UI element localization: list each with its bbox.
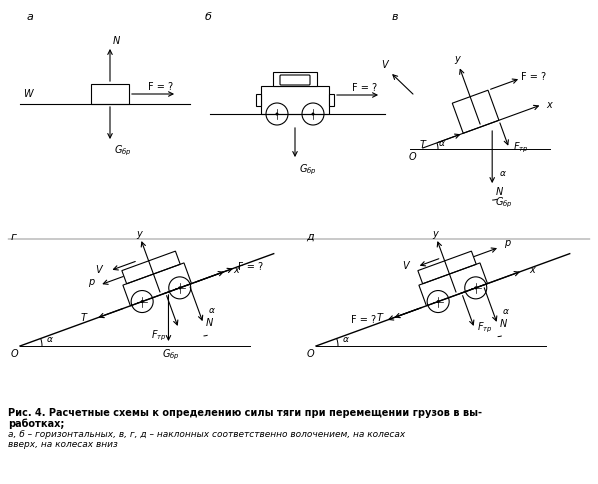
Circle shape <box>437 301 440 303</box>
Text: Рис. 4. Расчетные схемы к определению силы тяги при перемещении грузов в вы-: Рис. 4. Расчетные схемы к определению си… <box>8 407 482 417</box>
Text: $G_{бр}$: $G_{бр}$ <box>114 143 132 158</box>
Text: x: x <box>529 264 535 274</box>
Text: N: N <box>112 36 120 46</box>
Circle shape <box>474 287 477 290</box>
Text: б: б <box>205 12 212 22</box>
Text: T: T <box>377 313 383 322</box>
Bar <box>261 87 329 115</box>
Circle shape <box>276 113 279 116</box>
Text: y: y <box>136 228 142 238</box>
FancyBboxPatch shape <box>280 76 310 86</box>
Text: N: N <box>496 187 503 197</box>
Text: α: α <box>499 168 505 177</box>
Text: x: x <box>547 99 552 109</box>
Text: а: а <box>26 12 33 22</box>
Text: W: W <box>23 89 33 99</box>
Text: α: α <box>503 306 508 316</box>
Text: F = ?: F = ? <box>521 72 546 82</box>
Text: V: V <box>382 60 388 70</box>
Text: y: y <box>454 54 460 63</box>
Bar <box>273 73 317 87</box>
Bar <box>256 95 261 107</box>
Text: α: α <box>343 334 349 343</box>
Text: T: T <box>419 139 425 149</box>
Text: р: р <box>89 276 94 286</box>
Text: $F_{тр}$: $F_{тр}$ <box>151 328 166 342</box>
Text: O: O <box>306 348 314 358</box>
Text: вверх, на колесах вниз: вверх, на колесах вниз <box>8 439 118 449</box>
Circle shape <box>312 113 315 116</box>
Text: в: в <box>392 12 398 22</box>
Text: F = ?: F = ? <box>238 261 263 271</box>
Bar <box>91 85 129 105</box>
Text: $F_{тр}$: $F_{тр}$ <box>514 140 529 154</box>
Text: N: N <box>206 317 213 327</box>
Text: α: α <box>439 138 445 147</box>
Text: α: α <box>47 334 53 343</box>
Text: F = ?: F = ? <box>148 82 173 92</box>
Text: T: T <box>81 313 87 322</box>
Text: F = ?: F = ? <box>351 315 376 325</box>
Text: д: д <box>306 231 314 242</box>
Text: V: V <box>402 260 408 270</box>
Text: α: α <box>209 306 215 315</box>
Text: р: р <box>505 237 511 247</box>
Circle shape <box>141 301 144 303</box>
Text: V: V <box>94 264 101 274</box>
Bar <box>329 95 334 107</box>
Text: O: O <box>408 151 416 162</box>
Text: F = ?: F = ? <box>352 83 377 93</box>
Text: г: г <box>11 231 17 242</box>
Text: работках;: работках; <box>8 418 65 428</box>
Text: O: O <box>10 348 18 358</box>
Circle shape <box>178 287 181 290</box>
Text: $G_{бр}$: $G_{бр}$ <box>161 347 179 362</box>
Text: N: N <box>500 318 507 328</box>
Text: $G_{бр}$: $G_{бр}$ <box>495 196 513 210</box>
Text: $F_{тр}$: $F_{тр}$ <box>477 320 492 334</box>
Text: $G_{бр}$: $G_{бр}$ <box>299 163 317 177</box>
Text: y: y <box>432 228 438 238</box>
Text: x: x <box>233 264 239 274</box>
Text: а, б – горизонтальных, в, г, д – наклонных соответственно волочением, на колесах: а, б – горизонтальных, в, г, д – наклонн… <box>8 430 405 439</box>
